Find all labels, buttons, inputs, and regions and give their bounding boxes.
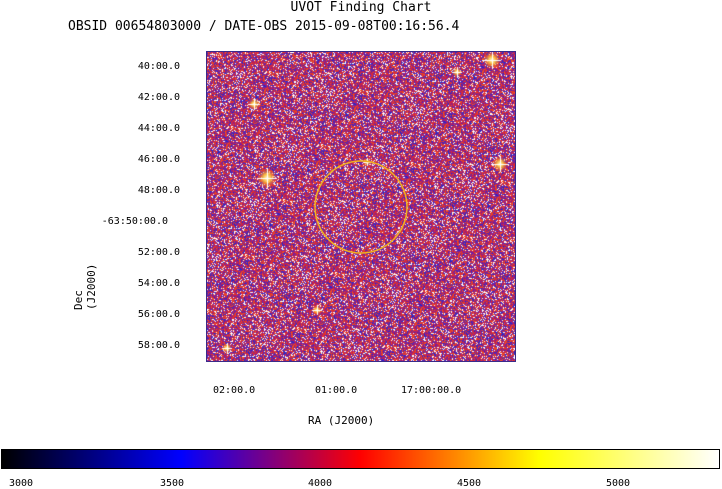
y-axis-label-wrap: Dec (J2000) (72, 250, 98, 310)
plot-overlay (314, 160, 408, 254)
colorbar-tick-label: 4000 (308, 478, 333, 489)
colorbar (1, 449, 720, 469)
colorbar-tick-label: 3500 (160, 478, 185, 489)
colorbar-tick-label: 4500 (457, 478, 482, 489)
y-axis-label: Dec (J2000) (72, 263, 98, 310)
chart-title: UVOT Finding Chart (290, 0, 432, 15)
x-axis-label: RA (J2000) (308, 414, 375, 427)
sky-image-pixels (207, 52, 515, 361)
sky-image (206, 51, 516, 362)
y-tick-label: 48:00.0 (137, 185, 180, 196)
colorbar-tick-label: 5000 (606, 478, 631, 489)
x-tick-label: 17:00:00.0 (401, 385, 462, 396)
y-tick-label: 56:00.0 (137, 309, 180, 320)
x-tick-label: 01:00.0 (315, 385, 358, 396)
x-tick-label: 02:00.0 (213, 385, 256, 396)
colorbar-tick-label: 3000 (9, 478, 34, 489)
y-tick-label: 54:00.0 (137, 278, 180, 289)
y-tick-label: 42:00.0 (137, 92, 180, 103)
y-tick-label: 52:00.0 (137, 247, 180, 258)
y-tick-label: -63:50:00.0 (101, 216, 168, 227)
y-tick-label: 46:00.0 (137, 154, 180, 165)
y-tick-label: 40:00.0 (137, 61, 180, 72)
target-region-circle (314, 160, 408, 254)
y-tick-label: 58:00.0 (137, 340, 180, 351)
y-tick-label: 44:00.0 (137, 123, 180, 134)
chart-subtitle: OBSID 00654803000 / DATE-OBS 2015-09-08T… (68, 19, 460, 34)
